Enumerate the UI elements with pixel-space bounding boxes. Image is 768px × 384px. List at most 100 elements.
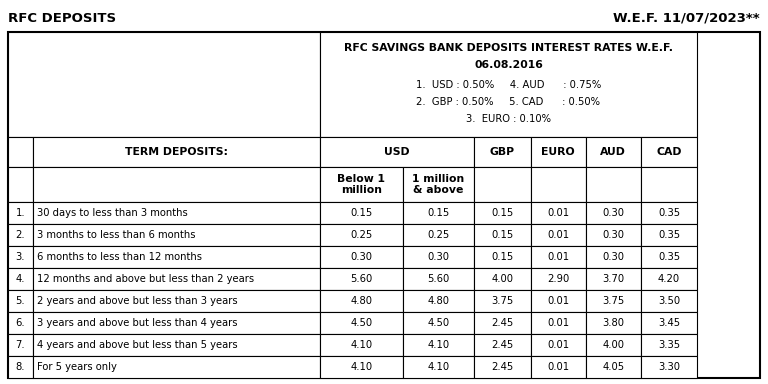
Bar (641, 268, 697, 290)
Text: 0.01: 0.01 (547, 340, 569, 350)
Bar (585, 334, 641, 356)
Bar (474, 246, 531, 268)
Bar (585, 167, 641, 202)
Bar (531, 290, 585, 312)
Text: 3.75: 3.75 (602, 296, 624, 306)
Text: 0.30: 0.30 (602, 208, 624, 218)
Bar (320, 167, 402, 202)
Text: 06.08.2016: 06.08.2016 (474, 60, 543, 70)
Text: 3 months to less than 6 months: 3 months to less than 6 months (37, 230, 195, 240)
Bar (8, 224, 33, 246)
Text: 30 days to less than 3 months: 30 days to less than 3 months (37, 208, 187, 218)
Text: 5.: 5. (15, 296, 25, 306)
Text: 0.35: 0.35 (658, 230, 680, 240)
Bar (641, 202, 697, 224)
Text: 3.80: 3.80 (602, 318, 624, 328)
Text: 5.60: 5.60 (428, 274, 449, 284)
Bar (641, 167, 697, 202)
Bar (320, 32, 697, 137)
Bar (402, 167, 474, 202)
Bar (8, 334, 33, 356)
Text: Below 1
million: Below 1 million (337, 174, 386, 195)
Text: 4.10: 4.10 (428, 362, 449, 372)
Text: 3.  EURO : 0.10%: 3. EURO : 0.10% (466, 114, 551, 124)
Text: 0.01: 0.01 (547, 230, 569, 240)
Text: 0.30: 0.30 (602, 252, 624, 262)
Bar (402, 246, 474, 268)
Bar (641, 334, 697, 356)
Bar (402, 334, 474, 356)
Text: RFC SAVINGS BANK DEPOSITS INTEREST RATES W.E.F.: RFC SAVINGS BANK DEPOSITS INTEREST RATES… (344, 43, 673, 53)
Bar (531, 334, 585, 356)
Bar (474, 290, 531, 312)
Text: 3.45: 3.45 (658, 318, 680, 328)
Text: 3.35: 3.35 (658, 340, 680, 350)
Bar (402, 312, 474, 334)
Bar (531, 268, 585, 290)
Text: 4.20: 4.20 (658, 274, 680, 284)
Bar (585, 268, 641, 290)
Text: 0.15: 0.15 (350, 208, 372, 218)
Text: 4.00: 4.00 (492, 274, 514, 284)
Bar (402, 268, 474, 290)
Bar (402, 202, 474, 224)
Text: 6 months to less than 12 months: 6 months to less than 12 months (37, 252, 202, 262)
Bar (33, 167, 320, 202)
Bar (320, 202, 402, 224)
Text: 2.  GBP : 0.50%     5. CAD      : 0.50%: 2. GBP : 0.50% 5. CAD : 0.50% (416, 97, 601, 107)
Text: 4.: 4. (15, 274, 25, 284)
Bar (33, 356, 320, 378)
Bar (8, 137, 33, 167)
Bar (585, 137, 641, 167)
Text: 2.90: 2.90 (547, 274, 569, 284)
Bar (402, 356, 474, 378)
Text: 0.01: 0.01 (547, 252, 569, 262)
Text: 0.25: 0.25 (350, 230, 372, 240)
Text: 0.01: 0.01 (547, 208, 569, 218)
Text: 4.05: 4.05 (602, 362, 624, 372)
Text: 3 years and above but less than 4 years: 3 years and above but less than 4 years (37, 318, 237, 328)
Text: 3.50: 3.50 (658, 296, 680, 306)
Bar (33, 312, 320, 334)
Text: TERM DEPOSITS:: TERM DEPOSITS: (125, 147, 228, 157)
Text: 3.75: 3.75 (492, 296, 514, 306)
Text: 2 years and above but less than 3 years: 2 years and above but less than 3 years (37, 296, 237, 306)
Bar (8, 356, 33, 378)
Bar (641, 290, 697, 312)
Bar (8, 246, 33, 268)
Bar (474, 268, 531, 290)
Bar (531, 167, 585, 202)
Bar (641, 246, 697, 268)
Text: 4.50: 4.50 (350, 318, 372, 328)
Text: 0.01: 0.01 (547, 362, 569, 372)
Bar (8, 202, 33, 224)
Text: 4 years and above but less than 5 years: 4 years and above but less than 5 years (37, 340, 237, 350)
Text: AUD: AUD (601, 147, 626, 157)
Bar (320, 356, 402, 378)
Text: 0.35: 0.35 (658, 208, 680, 218)
Bar (585, 246, 641, 268)
Text: 4.10: 4.10 (350, 340, 372, 350)
Text: For 5 years only: For 5 years only (37, 362, 117, 372)
Bar (8, 32, 320, 137)
Bar (531, 312, 585, 334)
Text: 4.80: 4.80 (428, 296, 449, 306)
Bar (320, 268, 402, 290)
Bar (474, 224, 531, 246)
Bar (320, 334, 402, 356)
Bar (641, 137, 697, 167)
Text: 3.: 3. (15, 252, 25, 262)
Bar (8, 268, 33, 290)
Text: 6.: 6. (15, 318, 25, 328)
Bar (474, 334, 531, 356)
Text: 4.50: 4.50 (428, 318, 449, 328)
Text: 2.45: 2.45 (492, 318, 514, 328)
Text: 0.30: 0.30 (428, 252, 449, 262)
Text: 2.45: 2.45 (492, 340, 514, 350)
Bar (8, 167, 33, 202)
Text: 4.10: 4.10 (350, 362, 372, 372)
Bar (8, 290, 33, 312)
Bar (320, 224, 402, 246)
Text: 7.: 7. (15, 340, 25, 350)
Bar (33, 290, 320, 312)
